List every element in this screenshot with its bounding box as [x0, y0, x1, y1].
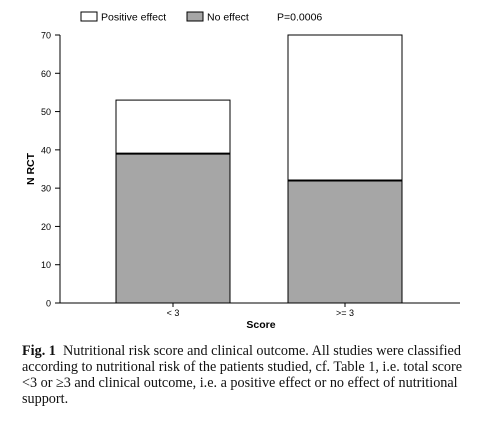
y-tick-label: 30: [41, 184, 51, 194]
y-tick-label: 10: [41, 260, 51, 270]
legend-label-positive-effect: Positive effect: [101, 12, 166, 24]
x-tick-label: < 3: [167, 308, 180, 318]
caption-label: Fig. 1: [22, 343, 56, 359]
legend-swatch-no-effect: [186, 11, 204, 22]
bar-segment-positive-effect: [115, 99, 231, 155]
caption-text: Nutritional risk score and clinical outc…: [22, 343, 463, 407]
y-tick-label: 60: [41, 69, 51, 79]
bar-segment-no-effect: [115, 153, 231, 304]
y-axis-label: N RCT: [25, 152, 37, 185]
legend: Positive effect No effect P=0.0006: [80, 11, 322, 24]
bar-segment-positive-effect: [287, 34, 403, 181]
y-tick-label: 0: [46, 299, 51, 309]
x-tick-label: >= 3: [336, 308, 354, 318]
legend-swatch-positive-effect: [80, 11, 98, 22]
y-tick-label: 40: [41, 145, 51, 155]
y-tick-label: 20: [41, 222, 51, 232]
chart: Positive effect No effect P=0.0006 0 10 20…: [25, 11, 460, 331]
x-ticks: < 3 >= 3: [167, 303, 354, 318]
bars: [115, 34, 403, 304]
figure-caption: Fig. 1 Nutritional risk score and clinic…: [22, 343, 467, 407]
p-value-annotation: P=0.0006: [277, 12, 322, 24]
bar-segment-no-effect: [287, 179, 403, 304]
y-ticks: 0 10 20 30 40 50 60 70: [41, 31, 60, 309]
x-axis-label: Score: [246, 319, 275, 331]
y-tick-label: 50: [41, 107, 51, 117]
y-tick-label: 70: [41, 31, 51, 41]
legend-label-no-effect: No effect: [207, 12, 249, 24]
